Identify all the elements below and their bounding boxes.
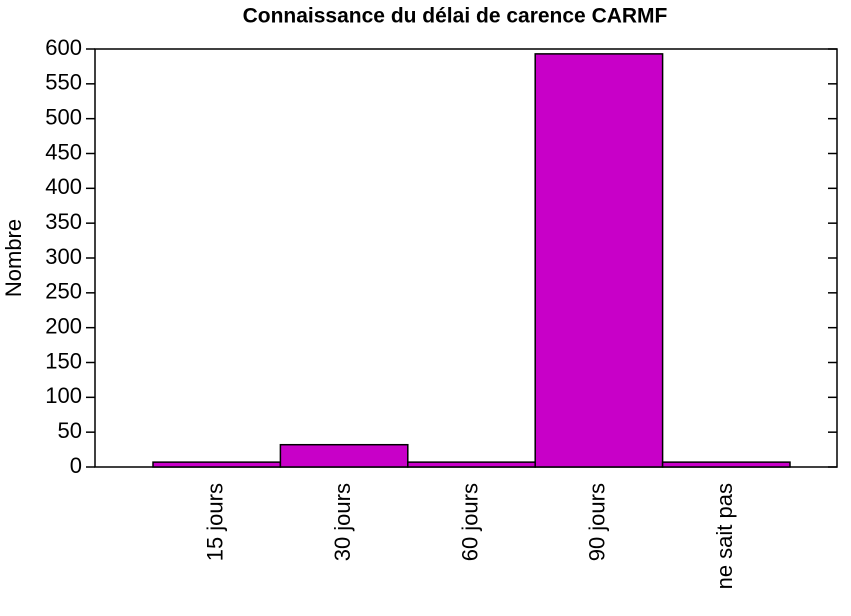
y-tick-label: 200	[45, 313, 82, 338]
y-tick-label: 600	[45, 35, 82, 60]
bar	[152, 461, 282, 468]
y-tick-label: 300	[45, 244, 82, 269]
plot-frame	[94, 48, 838, 468]
y-axis-label: Nombre	[1, 219, 26, 297]
x-tick-label: 60 jours	[457, 483, 482, 561]
bar	[407, 461, 536, 468]
x-tick-label: 90 jours	[585, 483, 610, 561]
y-tick-label: 450	[45, 139, 82, 164]
bar	[279, 443, 409, 468]
y-tick-label: 50	[58, 418, 82, 443]
y-tick-label: 550	[45, 70, 82, 95]
x-tick-label: ne sait pas	[712, 483, 737, 589]
y-tick-label: 350	[45, 209, 82, 234]
y-tick-label: 100	[45, 383, 82, 408]
bar	[534, 53, 664, 468]
y-tick-label: 400	[45, 174, 82, 199]
bar	[661, 461, 791, 468]
y-tick-label: 250	[45, 279, 82, 304]
x-tick-label: 30 jours	[330, 483, 355, 561]
chart-title: Connaissance du délai de carence CARMF	[243, 5, 668, 28]
x-tick-label: 15 jours	[203, 483, 228, 561]
y-tick-label: 0	[70, 453, 82, 478]
y-tick-label: 150	[45, 348, 82, 373]
y-tick-label: 500	[45, 104, 82, 129]
